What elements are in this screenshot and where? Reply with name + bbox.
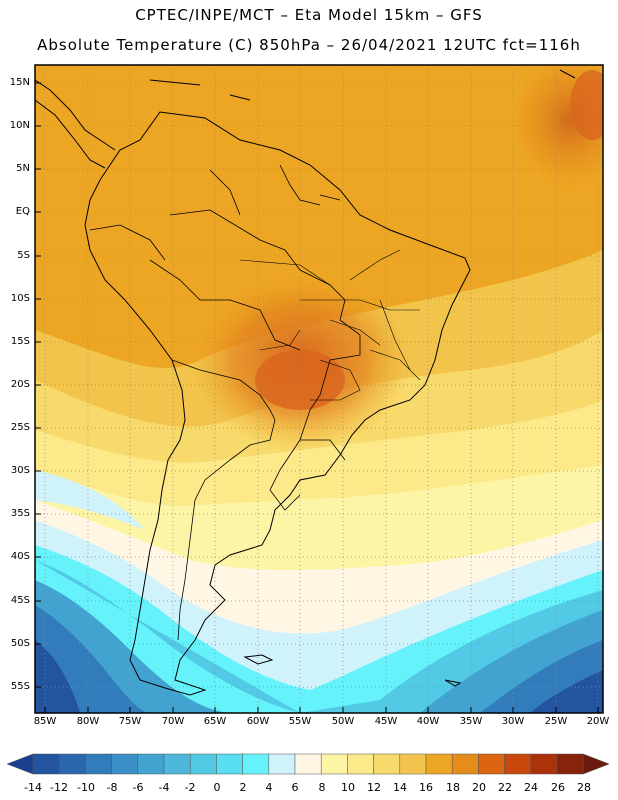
field-band-m8e — [530, 670, 603, 713]
colorbar-label: 2 — [239, 781, 247, 794]
colorbar-label: 28 — [577, 781, 591, 794]
lon-label: 45W — [374, 716, 398, 727]
colorbar-segment — [294, 753, 322, 775]
colorbar-label: 18 — [446, 781, 460, 794]
coastlines — [35, 69, 576, 696]
colorbar-label: -10 — [77, 781, 95, 794]
axis-ticks — [35, 82, 599, 713]
colorbar-segment — [189, 753, 217, 775]
colorbar-label: 24 — [524, 781, 538, 794]
colorbar-segment — [347, 753, 374, 775]
colorbar-segment — [163, 753, 191, 775]
colorbar-label: 22 — [498, 781, 512, 794]
map-title-field: Absolute Temperature (C) 850hPa – 26/04/… — [37, 36, 581, 54]
lon-label: 30W — [501, 716, 525, 727]
lon-label: 35W — [459, 716, 483, 727]
hotspot-pantanal — [255, 350, 345, 410]
colorbar-segment — [111, 753, 139, 775]
colorbar-segment — [137, 753, 165, 775]
lat-label: 10S — [10, 293, 30, 304]
colorbar-segment — [58, 753, 86, 775]
lon-label: 50W — [331, 716, 355, 727]
south-georgia — [444, 679, 462, 687]
lon-label: 75W — [118, 716, 142, 727]
colorbar-segment — [425, 753, 453, 775]
colorbar-label: 20 — [472, 781, 486, 794]
colorbar-label: 16 — [419, 781, 433, 794]
lat-label: 5S — [17, 250, 30, 261]
colorbar-label: 26 — [551, 781, 565, 794]
lon-label: 55W — [288, 716, 312, 727]
brazil-state-borders — [239, 249, 421, 401]
lat-lon-grid — [35, 65, 603, 713]
central-america-outline — [35, 79, 116, 169]
lon-label: 40W — [416, 716, 440, 727]
lat-label: 10N — [9, 120, 30, 131]
colorbar-label: 6 — [291, 781, 299, 794]
colorbar-label: 8 — [318, 781, 326, 794]
lat-label: 15S — [10, 336, 30, 347]
colorbar-segment — [216, 753, 243, 775]
lat-label: 35S — [10, 508, 30, 519]
lat-label: 25S — [10, 422, 30, 433]
colorbar-label: -14 — [24, 781, 42, 794]
lon-label: 80W — [76, 716, 100, 727]
hotspot-atlantic-core — [570, 70, 603, 140]
country-borders — [89, 164, 361, 641]
colorbar-label: 14 — [393, 781, 407, 794]
lon-label: 20W — [586, 716, 610, 727]
colorbar-label: 10 — [341, 781, 355, 794]
map-frame — [34, 64, 604, 714]
field-band-2 — [35, 560, 603, 713]
south-america-outline — [84, 111, 471, 696]
colorbar-label: -2 — [184, 781, 196, 794]
colorbar-segment — [268, 753, 296, 775]
colorbar-segment — [85, 753, 112, 775]
colorbar-segment — [530, 753, 558, 775]
falklands — [243, 654, 274, 665]
colorbar-arrow-right — [582, 753, 610, 775]
colorbar-segment — [373, 753, 401, 775]
colorbar-label: 0 — [213, 781, 221, 794]
lat-label: 45S — [10, 595, 30, 606]
colorbar-segment — [242, 753, 270, 775]
lon-label: 70W — [161, 716, 185, 727]
lon-label: 65W — [203, 716, 227, 727]
lat-label: 50S — [10, 638, 30, 649]
lon-label: 85W — [33, 716, 57, 727]
lat-label: 20S — [10, 379, 30, 390]
colorbar-segment — [556, 753, 584, 775]
colorbar-segment — [504, 753, 532, 775]
field-patch-west — [35, 470, 145, 530]
caribbean-outline — [149, 69, 576, 101]
colorbar-segment — [320, 753, 348, 775]
colorbar-segment — [478, 753, 505, 775]
colorbar-label: 12 — [367, 781, 381, 794]
colorbar-segment — [32, 753, 60, 775]
field-band-m8 — [35, 640, 80, 713]
lon-label: 60W — [246, 716, 270, 727]
lat-label: EQ — [15, 206, 30, 217]
lat-label: 5N — [16, 163, 30, 174]
colorbar-segment — [399, 753, 427, 775]
colorbar-label: -12 — [50, 781, 68, 794]
lat-label: 55S — [10, 681, 30, 692]
colorbar-segment — [451, 753, 479, 775]
colorbar-label: -8 — [106, 781, 118, 794]
colorbar-label: 4 — [265, 781, 273, 794]
lat-label: 30S — [10, 465, 30, 476]
color-scale-bar — [6, 753, 610, 775]
lon-label: 25W — [544, 716, 568, 727]
colorbar-label: -4 — [158, 781, 170, 794]
map-title-model: CPTEC/INPE/MCT – Eta Model 15km – GFS — [135, 6, 483, 24]
lat-label: 40S — [10, 551, 30, 562]
colorbar-label: -6 — [132, 781, 144, 794]
colorbar-arrow-left — [6, 753, 34, 775]
lat-label: 15N — [9, 77, 30, 88]
